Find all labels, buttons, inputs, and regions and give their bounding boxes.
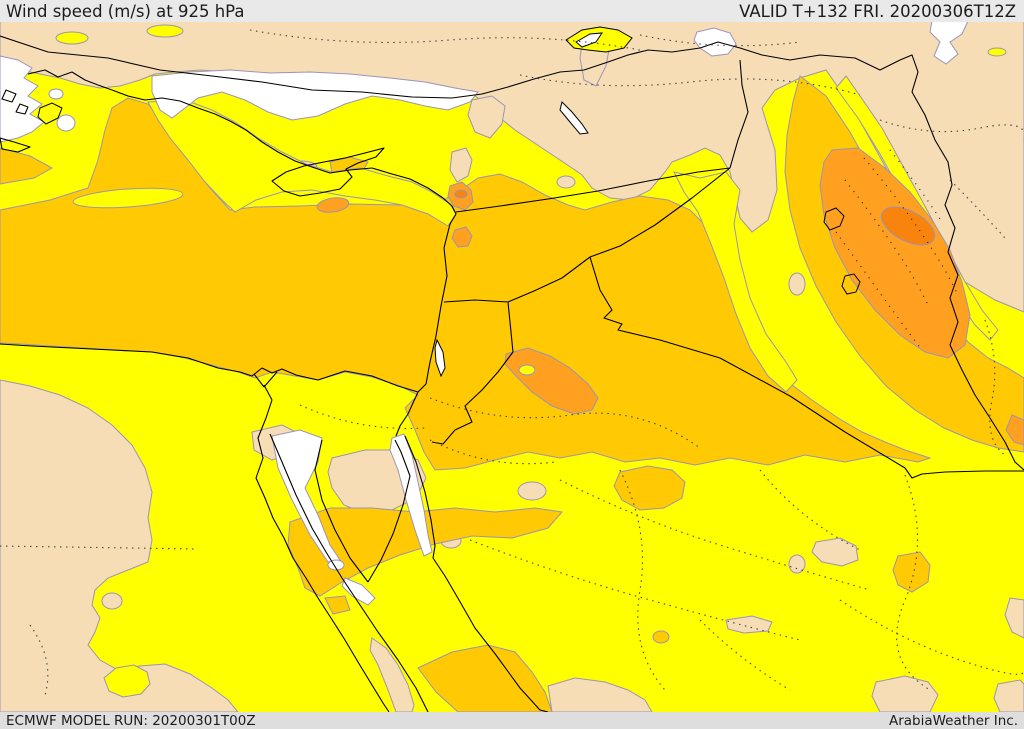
gold-patch	[324, 595, 351, 615]
yellow-blob-in-tan	[103, 664, 151, 698]
orange-zagros-core	[819, 147, 971, 359]
orange-antilebanon	[451, 226, 473, 248]
coastline-med-levant-egypt	[0, 120, 457, 393]
deep-orange-lebanon-max	[454, 189, 468, 199]
island-outline	[1, 89, 29, 115]
white-aegean	[0, 55, 45, 143]
yellow-hole-in-orange	[518, 364, 536, 376]
lake-assad	[559, 101, 589, 135]
white-gulf-of-aqaba	[389, 433, 433, 557]
gold-south-redsea-wedge	[417, 644, 553, 713]
tan-patch	[467, 95, 506, 139]
river-nile	[253, 371, 390, 713]
tan-patch	[556, 175, 576, 189]
border-turkey-iraq-connector	[729, 59, 749, 169]
white-blob	[693, 27, 737, 57]
orange-north-saudi	[504, 347, 599, 415]
yellow-lens-in-gold	[72, 187, 184, 209]
coastline-sinai-east	[367, 439, 411, 583]
dotted-line	[429, 397, 701, 449]
dotted-line	[949, 179, 1006, 239]
yellow-oval-in-tan	[55, 31, 89, 45]
orange-right-edge	[1005, 414, 1024, 446]
border-iraq-saudi	[589, 256, 1024, 479]
terrain-stipple	[835, 149, 959, 351]
brand-label: ArabiaWeather Inc.	[888, 712, 1018, 729]
tan-patch	[517, 481, 547, 501]
island-crete	[0, 137, 31, 153]
header-bar: Wind speed (m/s) at 925 hPa VALID T+132 …	[0, 0, 1024, 22]
map-title: Wind speed (m/s) at 925 hPa	[6, 1, 245, 21]
border-turkey-syria	[455, 167, 731, 213]
valid-time-label: VALID T+132 FRI. 20200306T12Z	[739, 1, 1016, 21]
dotted-line	[896, 474, 931, 691]
coastline-aegean	[27, 69, 231, 122]
tan-patch	[788, 554, 806, 574]
dotted-line	[699, 619, 791, 691]
tan-patch	[811, 537, 859, 567]
band-deep-orange-maxima	[454, 189, 936, 246]
model-run-label: ECMWF MODEL RUN: 20200301T00Z	[6, 712, 256, 729]
graticule-dotted-lines	[0, 29, 1024, 696]
dotted-line	[0, 545, 197, 550]
white-spot	[56, 114, 76, 132]
border-syria-jordan	[443, 299, 509, 303]
lake-urmia	[823, 207, 845, 231]
yellow-oval-in-tan	[146, 24, 184, 38]
calm-white-areas	[0, 20, 969, 606]
coastlines-and-borders	[0, 35, 1024, 713]
dotted-line	[429, 439, 556, 465]
coastline-gulf-suez-west	[269, 433, 429, 713]
dotted-line	[299, 404, 426, 430]
tan-patch	[871, 675, 939, 713]
tan-west-desert	[0, 379, 240, 713]
band-orange-regions	[316, 147, 1024, 446]
yellow-spots	[55, 24, 1007, 698]
stipple-line	[835, 231, 923, 351]
coastline-sinai-west	[314, 439, 369, 583]
coastline-redsea-east	[404, 435, 549, 713]
coastline-blacksea-caucasus-iran	[0, 35, 1024, 471]
lake-white-sliver	[575, 32, 603, 48]
dotted-line	[759, 469, 861, 551]
gold-patch	[652, 630, 670, 644]
yellow-gap-syria-iraq	[673, 171, 798, 393]
island-lesbos	[37, 102, 63, 125]
footer-bar: ECMWF MODEL RUN: 20200301T00Z ArabiaWeat…	[0, 712, 1024, 729]
tan-patch	[993, 679, 1024, 713]
tan-patch	[101, 592, 123, 610]
dotted-line	[839, 599, 1024, 675]
dotted-line	[639, 34, 801, 47]
gold-left-edge-wedge	[0, 147, 54, 185]
white-sinai-tip	[341, 577, 376, 606]
tan-patch	[788, 272, 806, 296]
dotted-line	[879, 119, 1024, 141]
tan-patch	[1004, 597, 1024, 639]
white-caspian-corner	[929, 20, 969, 65]
dead-sea	[434, 338, 446, 378]
lake-outline	[841, 273, 861, 295]
white-gulf-of-suez	[271, 429, 341, 563]
coastline-cyprus	[271, 147, 385, 197]
border-syria-iraq	[589, 167, 731, 258]
deep-orange-zagros-max	[880, 206, 936, 246]
tan-patch	[449, 147, 473, 183]
gold-patch	[892, 551, 931, 593]
white-spot	[48, 88, 64, 100]
yellow-oval-in-tan	[987, 47, 1007, 57]
border-egypt-israel	[395, 391, 419, 437]
orange-south-of-cyprus	[316, 197, 350, 213]
tan-patch	[725, 615, 773, 634]
border-jordan-east	[431, 256, 591, 445]
